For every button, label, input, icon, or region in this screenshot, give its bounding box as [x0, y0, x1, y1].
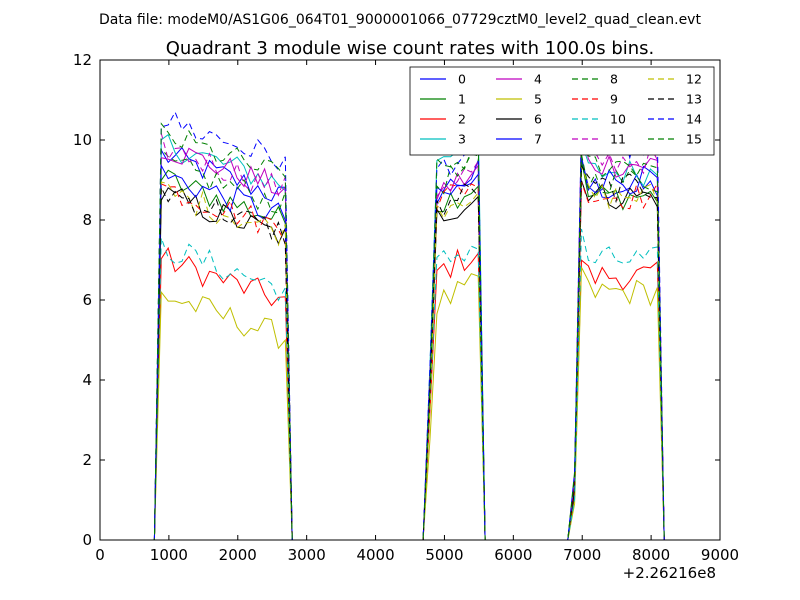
legend-label-7: 7 [534, 132, 542, 147]
x-tick-label: 2000 [219, 546, 257, 564]
y-tick-label: 6 [82, 291, 92, 309]
y-tick-label: 2 [82, 451, 92, 469]
series-line-12 [100, 165, 665, 541]
x-tick-label: 5000 [425, 546, 463, 564]
series-line-2 [100, 246, 665, 541]
x-tick-label: 9000 [701, 546, 739, 564]
chart-title: Quadrant 3 module wise count rates with … [166, 38, 655, 59]
legend-label-11: 11 [610, 132, 626, 147]
legend-label-4: 4 [534, 72, 542, 87]
y-tick-label: 4 [82, 371, 92, 389]
y-tick-label: 8 [82, 211, 92, 229]
x-tick-label: 8000 [632, 546, 670, 564]
series-line-9 [100, 181, 665, 541]
series-line-15 [100, 122, 665, 541]
plot-lines [100, 110, 665, 541]
legend-box [409, 66, 715, 156]
y-tick-label: 0 [82, 531, 92, 549]
y-tick-label: 12 [73, 51, 92, 69]
series-line-13 [100, 164, 665, 541]
legend-label-15: 15 [686, 132, 702, 147]
series-line-10 [100, 228, 665, 541]
legend-label-5: 5 [534, 92, 542, 107]
x-tick-label: 0 [95, 546, 105, 564]
x-tick-label: 1000 [150, 546, 188, 564]
x-tick-label: 6000 [494, 546, 532, 564]
legend-label-3: 3 [458, 132, 466, 147]
series-line-5 [100, 267, 665, 541]
axis-ticks: 0 1000 2000 3000 4000 5000 6000 7000 8000 9000 0 2 4… [73, 51, 739, 564]
legend-label-8: 8 [610, 72, 618, 87]
legend-label-13: 13 [686, 92, 702, 107]
series-line-11 [100, 123, 665, 541]
y-tick-label: 10 [73, 131, 92, 149]
x-tick-label: 3000 [288, 546, 326, 564]
legend-label-1: 1 [458, 92, 466, 107]
legend-label-10: 10 [610, 112, 626, 127]
x-tick-label: 7000 [563, 546, 601, 564]
legend-label-14: 14 [686, 112, 702, 127]
legend-label-2: 2 [458, 112, 466, 127]
x-offset-label: +2.26216e8 [623, 564, 716, 582]
figure-suptitle: Data file: modeM0/AS1G06_064T01_90000010… [99, 12, 701, 28]
legend-label-9: 9 [610, 92, 618, 107]
legend-label-0: 0 [458, 72, 466, 87]
x-tick-label: 4000 [356, 546, 394, 564]
legend-label-6: 6 [534, 112, 542, 127]
legend-label-12: 12 [686, 72, 702, 87]
